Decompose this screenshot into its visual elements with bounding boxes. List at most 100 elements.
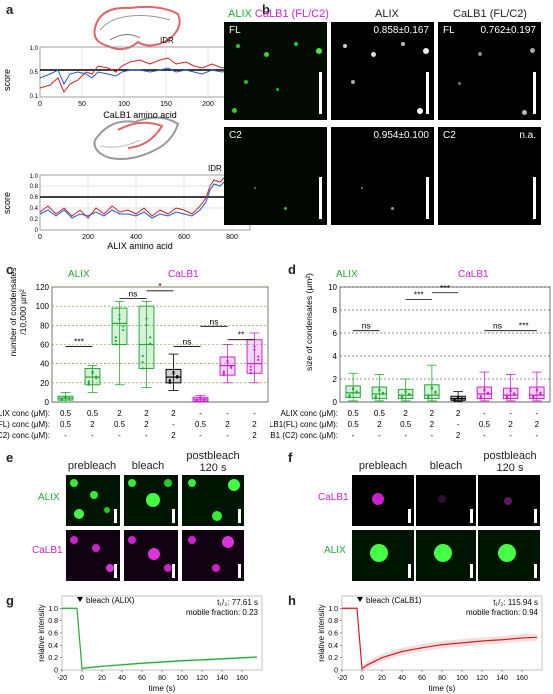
b-header-calb: CaLB1 (FL/C2) [254, 8, 329, 20]
svg-text:0.6: 0.6 [30, 195, 39, 201]
d-row-value: - [483, 409, 486, 418]
svg-text:0.2: 0.2 [30, 217, 39, 223]
d-point [479, 395, 482, 398]
h-xtick: 40 [398, 675, 406, 682]
c-sig-label: ns [129, 289, 138, 299]
g-xtick: 80 [158, 675, 166, 682]
d-point [355, 390, 358, 393]
c-point [257, 358, 260, 361]
c-row-label: ALIX conc (μM): [0, 409, 50, 418]
c-row-value: 2 [171, 431, 176, 440]
d-ytick: 10 [328, 283, 337, 292]
c-legend-calb: CaLB1 [168, 269, 199, 280]
f-header-bleach: bleach [429, 460, 463, 472]
h-xtick: -20 [337, 675, 347, 682]
svg-text:0.5: 0.5 [30, 70, 39, 76]
h-ytick: 0 [334, 668, 338, 675]
c-box [246, 339, 263, 374]
a-bottom-yticks: 1.0 0.8 0.6 0.4 0.2 0 [30, 174, 39, 234]
c-point [122, 328, 125, 332]
c-row-value: - [199, 431, 202, 440]
c-sig-label: ** [238, 330, 245, 340]
g-ytick: 0.4 [48, 643, 58, 650]
c-point [118, 317, 121, 321]
c-legend-alix: ALIX [68, 269, 90, 280]
h-series-line [342, 607, 538, 670]
e-row-calb-label: CaLB1 [32, 545, 63, 556]
h-ytick: 0.8 [328, 618, 338, 625]
d-point [453, 398, 456, 401]
c-row-label: CaLB1 (C2) conc (μM): [0, 431, 50, 440]
svg-text:50: 50 [78, 101, 86, 108]
g-xtick: 140 [216, 675, 228, 682]
c-row-value: 2 [252, 420, 257, 429]
g-xtick: 0 [80, 675, 84, 682]
panel-f-label: f [288, 450, 293, 465]
c-row-value: 2 [252, 431, 257, 440]
g-xtick: 120 [196, 675, 208, 682]
g-ylabel: relative intensity [37, 604, 46, 661]
d-row-value: - [536, 431, 539, 440]
c-point [95, 375, 98, 378]
c-point [222, 370, 225, 373]
c-sig-label: ns [210, 316, 219, 326]
d-ytick: 4 [333, 352, 338, 361]
c-row-value: 2 [144, 409, 149, 418]
c-row-value: - [226, 431, 229, 440]
a-top-xlabel: CaLB1 amino acid [103, 110, 177, 120]
c-point [222, 374, 225, 377]
d-point [404, 390, 407, 393]
h-xtick: 0 [360, 675, 364, 682]
b-header-col2: ALIX [375, 8, 399, 20]
g-series-line [62, 607, 258, 670]
c-point [91, 372, 94, 375]
panel-c-boxplot: ALIX CaLB1 number of condensates /10,000… [0, 268, 269, 440]
d-ytick: 6 [333, 329, 338, 338]
d-point [427, 394, 430, 397]
c-sig-label: * [158, 281, 162, 291]
panel-h-label: h [288, 593, 296, 608]
d-row-value: 2 [456, 409, 461, 418]
c-row-value: 0.5 [195, 420, 207, 429]
c-point [199, 396, 202, 400]
b-tile-c2-alix: 0.954±0.100 [331, 127, 434, 225]
h-title: bleach (CaLB1) [366, 596, 422, 605]
c-row-value: 0.5 [60, 420, 72, 429]
c-point [60, 398, 63, 401]
c-row-value: 0.5 [114, 420, 126, 429]
c-point [114, 339, 117, 342]
c-point [141, 361, 144, 364]
d-plot-frame [339, 286, 551, 403]
c-point [145, 317, 148, 320]
d-row-label: ALIX conc (μM): [280, 409, 338, 418]
f-header-post2: 120 s [496, 462, 524, 474]
c-point [168, 379, 171, 382]
d-point [352, 387, 355, 390]
c-point [122, 325, 125, 328]
a-bottom-ylabel: score [2, 192, 12, 214]
c-ytick: 60 [40, 341, 49, 350]
f-tile-alix-bleach [416, 530, 476, 581]
c-point [257, 355, 260, 358]
c-row-value: - [145, 431, 148, 440]
h-xlabel: time (s) [429, 684, 456, 693]
h-xtick: 60 [418, 675, 426, 682]
d-row-value: - [431, 431, 434, 440]
a-top-blue-series [39, 67, 251, 86]
a-top-idr-label: IDR [160, 36, 174, 45]
c-point [87, 380, 90, 383]
c-point [172, 371, 175, 374]
d-ytick: 8 [333, 306, 338, 315]
d-ytick: 0 [333, 398, 338, 407]
d-point [483, 388, 486, 391]
d-point [535, 388, 538, 391]
e-header-prebleach: prebleach [67, 460, 117, 472]
h-xtick: 160 [516, 675, 528, 682]
c-point [230, 366, 233, 369]
e-tile-calb-post [182, 530, 244, 581]
d-row-value: 0.5 [479, 420, 491, 429]
d-row-label: CaLB1(FL) conc (μM): [270, 420, 338, 429]
d-row-value: 2 [377, 420, 382, 429]
d-ylabel: size of condensates (μm²) [304, 273, 314, 371]
f-tile-alix-post [478, 530, 540, 581]
